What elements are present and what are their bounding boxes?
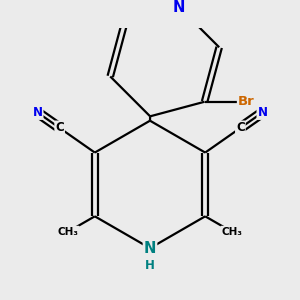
Text: CH₃: CH₃	[221, 226, 242, 237]
Text: N: N	[144, 241, 156, 256]
Text: C: C	[55, 122, 64, 134]
Text: N: N	[33, 106, 43, 119]
Text: H: H	[145, 259, 155, 272]
Text: N: N	[257, 106, 267, 119]
Text: C: C	[236, 122, 245, 134]
Text: CH₃: CH₃	[58, 226, 79, 237]
Text: Br: Br	[238, 95, 255, 108]
Text: N: N	[173, 0, 185, 15]
